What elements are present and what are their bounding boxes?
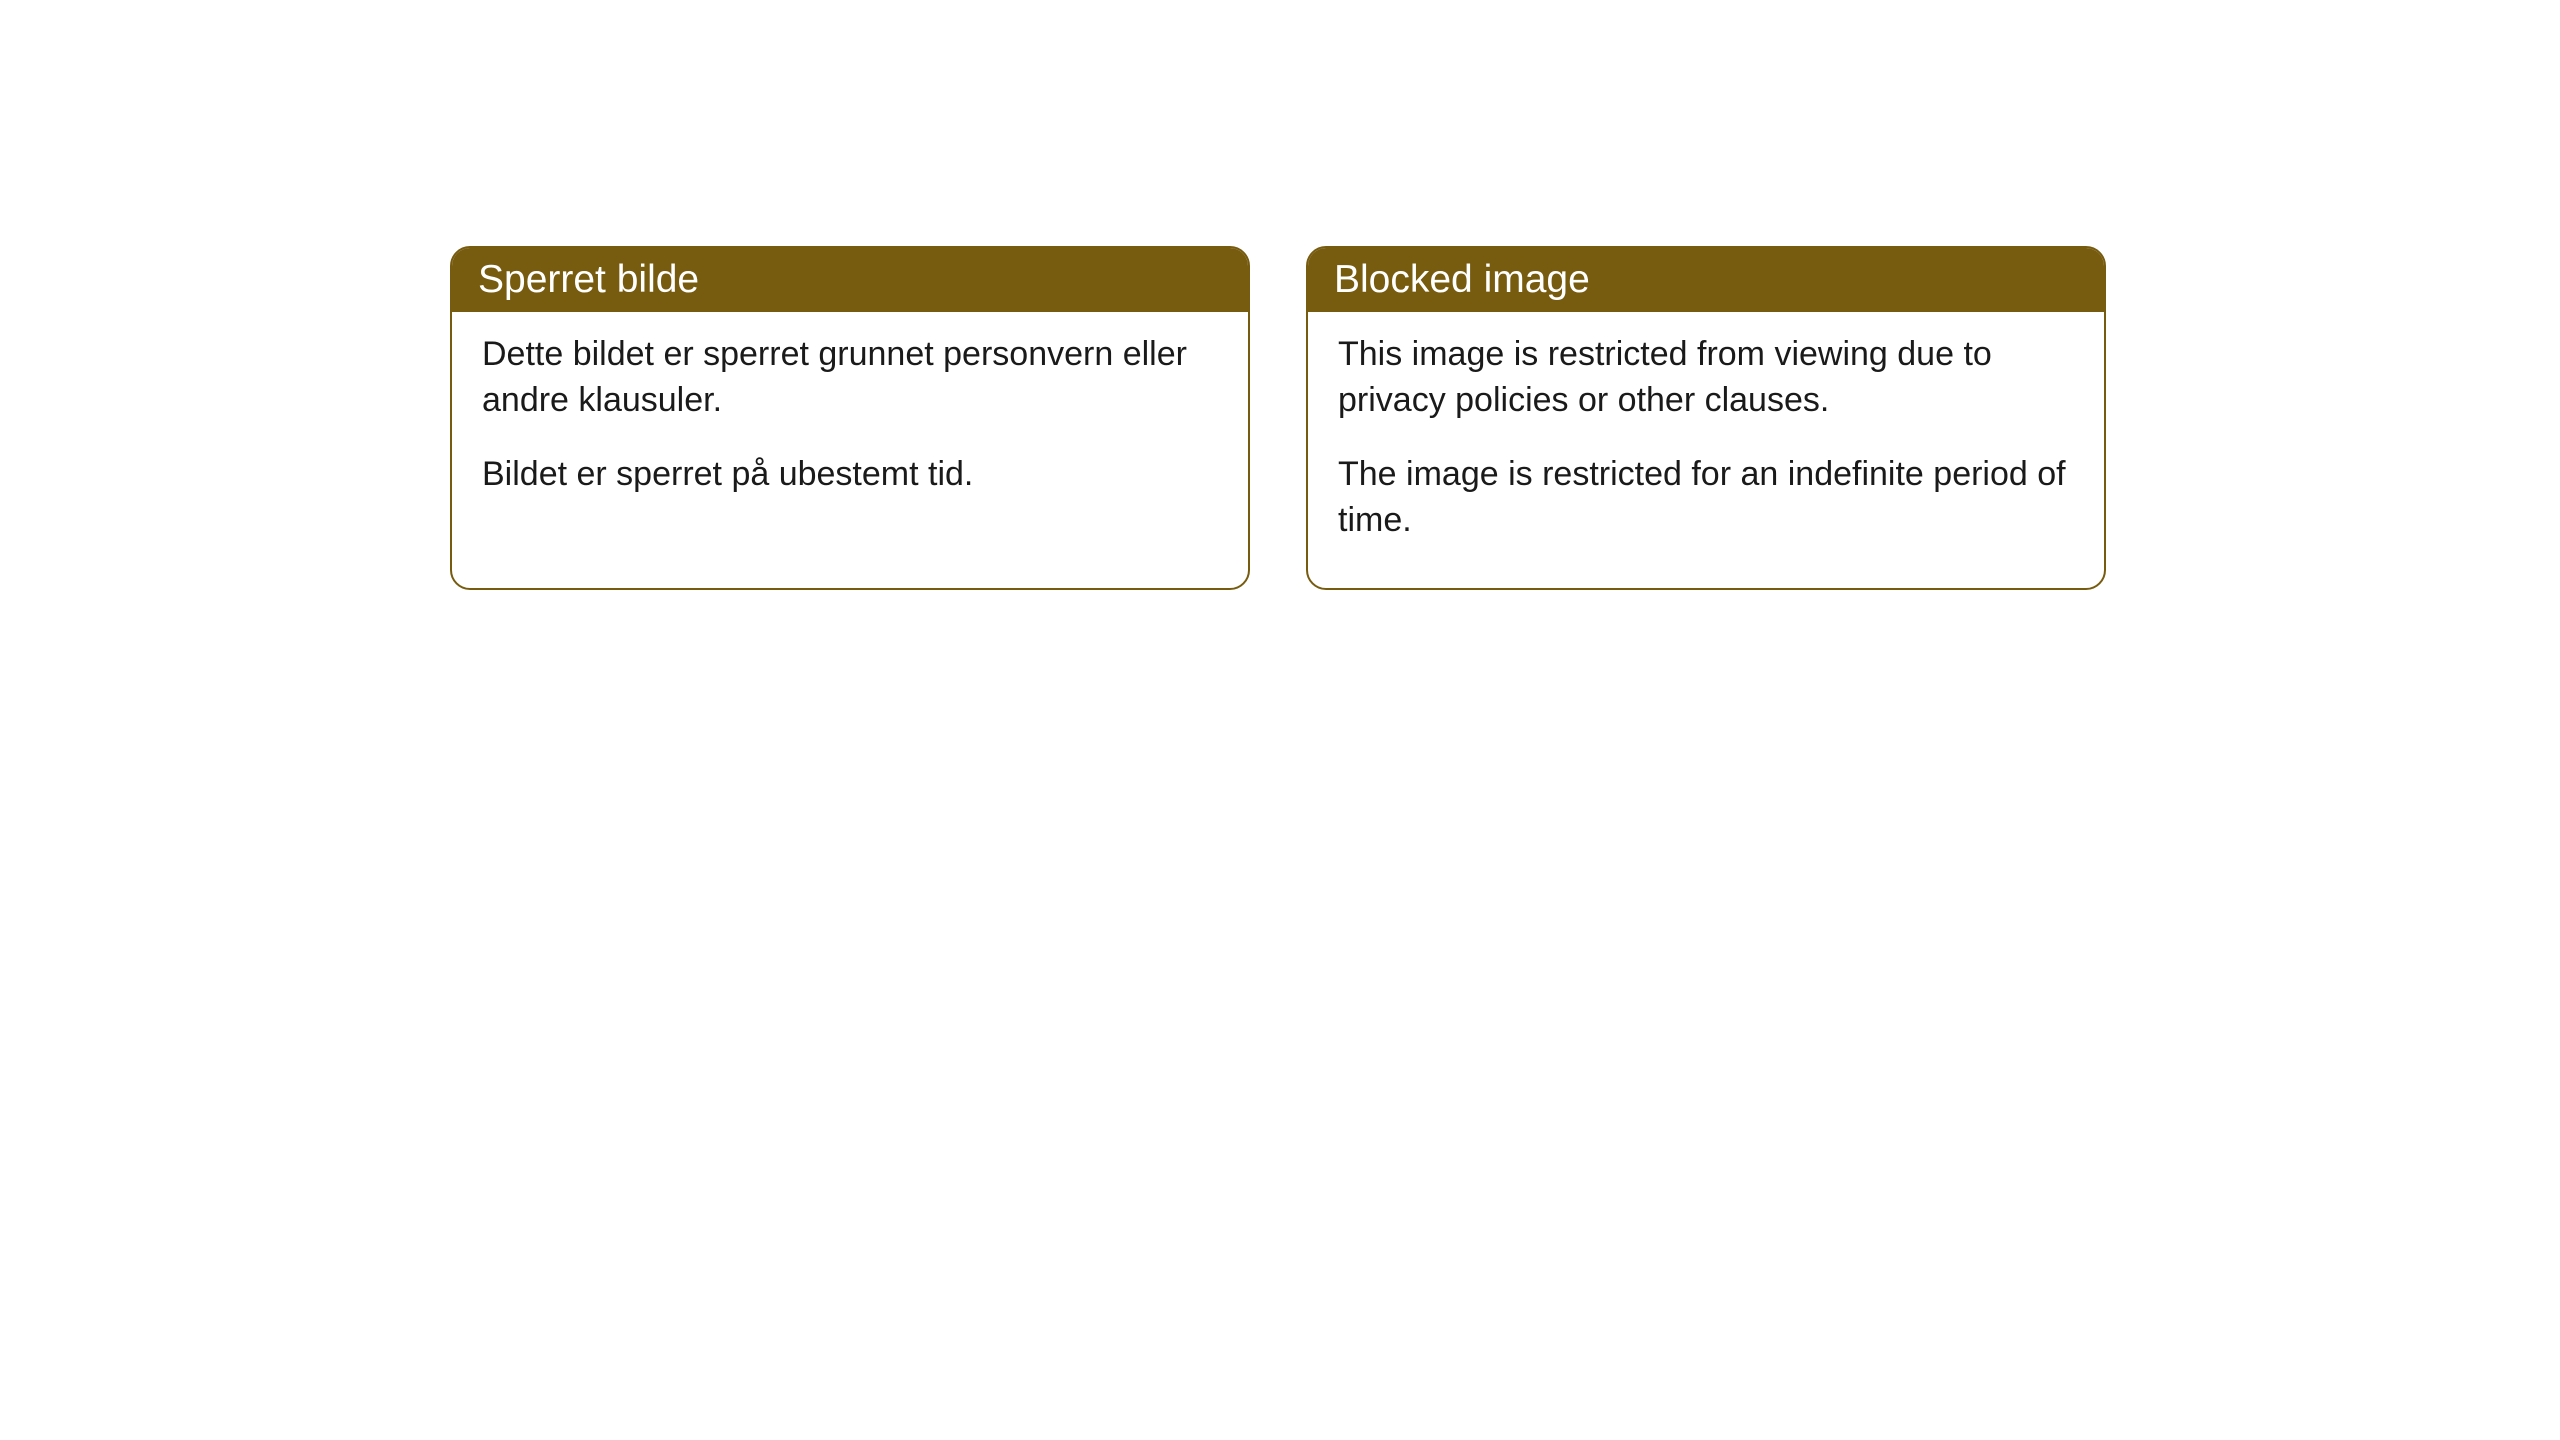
card-body: Dette bildet er sperret grunnet personve… [452,312,1248,542]
notice-card-english: Blocked image This image is restricted f… [1306,246,2106,590]
card-paragraph: Dette bildet er sperret grunnet personve… [482,332,1218,424]
card-paragraph: Bildet er sperret på ubestemt tid. [482,452,1218,498]
card-title: Blocked image [1308,248,2104,312]
notice-container: Sperret bilde Dette bildet er sperret gr… [450,246,2106,590]
card-title: Sperret bilde [452,248,1248,312]
notice-card-norwegian: Sperret bilde Dette bildet er sperret gr… [450,246,1250,590]
card-paragraph: This image is restricted from viewing du… [1338,332,2074,424]
card-paragraph: The image is restricted for an indefinit… [1338,452,2074,544]
card-body: This image is restricted from viewing du… [1308,312,2104,588]
